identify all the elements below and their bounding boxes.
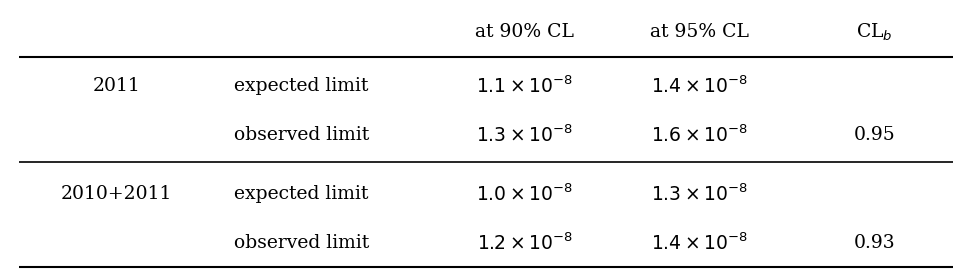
Text: observed limit: observed limit [233, 234, 369, 252]
Text: 2011: 2011 [92, 77, 141, 95]
Text: $1.0 \times 10^{-8}$: $1.0 \times 10^{-8}$ [476, 184, 573, 205]
Text: expected limit: expected limit [234, 185, 368, 203]
Text: $1.3 \times 10^{-8}$: $1.3 \times 10^{-8}$ [476, 124, 573, 146]
Text: $1.2 \times 10^{-8}$: $1.2 \times 10^{-8}$ [476, 232, 573, 254]
Text: CL$_b$: CL$_b$ [856, 22, 893, 43]
Text: 0.93: 0.93 [854, 234, 895, 252]
Text: $1.1 \times 10^{-8}$: $1.1 \times 10^{-8}$ [476, 76, 573, 97]
Text: $1.3 \times 10^{-8}$: $1.3 \times 10^{-8}$ [651, 184, 748, 205]
Text: $1.6 \times 10^{-8}$: $1.6 \times 10^{-8}$ [651, 124, 748, 146]
Text: at 95% CL: at 95% CL [650, 23, 749, 41]
Text: 2010+2011: 2010+2011 [61, 185, 172, 203]
Text: at 90% CL: at 90% CL [475, 23, 574, 41]
Text: 0.95: 0.95 [854, 126, 895, 144]
Text: $1.4 \times 10^{-8}$: $1.4 \times 10^{-8}$ [651, 76, 748, 97]
Text: observed limit: observed limit [233, 126, 369, 144]
Text: expected limit: expected limit [234, 77, 368, 95]
Text: $1.4 \times 10^{-8}$: $1.4 \times 10^{-8}$ [651, 232, 748, 254]
